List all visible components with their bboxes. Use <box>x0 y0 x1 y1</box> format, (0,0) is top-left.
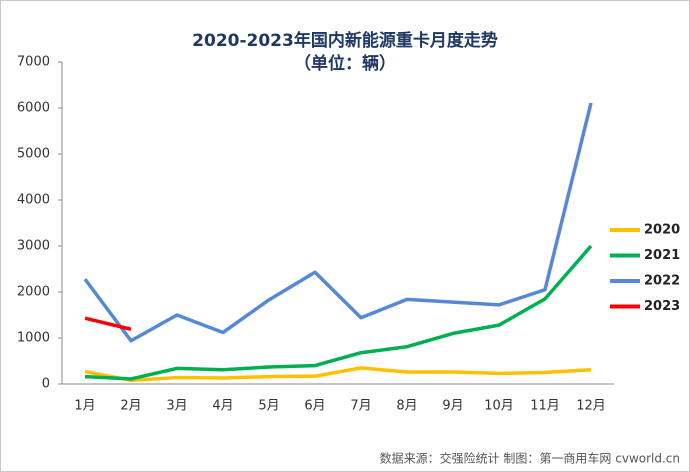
x-tick-label: 9月 <box>442 399 463 414</box>
x-tick-label: 4月 <box>212 399 233 414</box>
x-tick-label: 8月 <box>396 399 417 414</box>
y-tick-label: 1000 <box>17 331 50 346</box>
y-tick-label: 5000 <box>17 147 50 162</box>
y-tick-label: 3000 <box>17 239 50 254</box>
chart-title: 2020-2023年国内新能源重卡月度走势 <box>192 30 498 51</box>
line-series <box>84 316 132 331</box>
x-tick-label: 5月 <box>258 399 279 414</box>
x-tick-label: 2月 <box>120 399 141 414</box>
y-tick-label: 6000 <box>17 101 50 116</box>
x-tick-label: 3月 <box>166 399 187 414</box>
legend-label: 2021 <box>644 248 680 263</box>
x-tick-label: 1月 <box>74 399 95 414</box>
y-tick-label: 2000 <box>17 285 50 300</box>
x-tick-label: 7月 <box>350 399 371 414</box>
line-series <box>84 366 592 383</box>
y-tick-label: 0 <box>42 377 50 392</box>
legend-label: 2020 <box>644 223 680 238</box>
footer: 数据来源：交强险统计 制图：第一商用车网 cvworld.cn <box>380 451 680 466</box>
line-series <box>83 102 593 343</box>
x-tick-label: 12月 <box>576 399 606 414</box>
y-tick-label: 4000 <box>17 193 50 208</box>
x-tick-label: 11月 <box>530 399 560 414</box>
x-tick-label: 6月 <box>304 399 325 414</box>
y-tick-label: 7000 <box>17 55 50 70</box>
legend-label: 2023 <box>644 299 680 314</box>
line-series <box>84 244 593 381</box>
x-tick-label: 10月 <box>484 399 514 414</box>
legend-label: 2022 <box>644 274 680 289</box>
chart-subtitle: （单位：辆） <box>294 53 396 74</box>
